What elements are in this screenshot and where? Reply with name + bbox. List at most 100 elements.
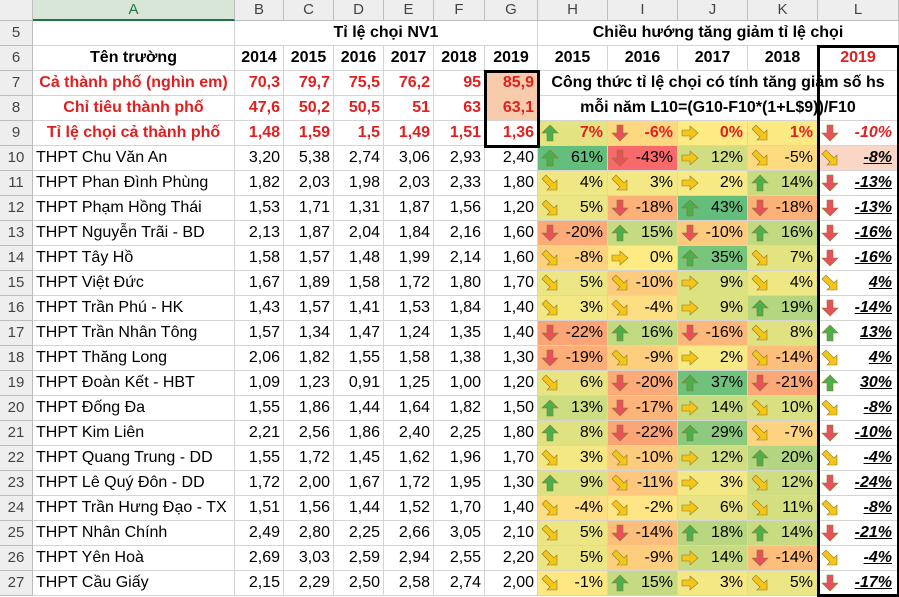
school-name-cell[interactable]: THPT Tây Hồ	[33, 246, 235, 271]
summary-label[interactable]: Chỉ tiêu thành phố	[33, 96, 235, 121]
ratio-value-cell[interactable]: 1,58	[384, 346, 434, 371]
trend-change-cell[interactable]: 12%	[748, 471, 818, 496]
ratio-value-cell[interactable]: 2,00	[485, 571, 538, 596]
school-name-cell[interactable]: THPT Đống Đa	[33, 396, 235, 421]
ratio-value-cell[interactable]: 1,00	[434, 371, 485, 396]
ratio-value-cell[interactable]: 1,84	[384, 221, 434, 246]
trend-change-cell[interactable]: -20%	[538, 221, 608, 246]
trend-2019-cell[interactable]: 13%	[818, 321, 899, 346]
summary-value[interactable]: 1,51	[434, 121, 485, 146]
trend-change-cell[interactable]: 20%	[748, 446, 818, 471]
trend-2019-cell[interactable]: -10%	[818, 421, 899, 446]
ratio-value-cell[interactable]: 1,57	[284, 246, 334, 271]
summary-value[interactable]: 63	[434, 96, 485, 121]
ratio-value-cell[interactable]: 1,99	[384, 246, 434, 271]
ratio-value-cell[interactable]: 2,03	[384, 171, 434, 196]
summary-value[interactable]: 1,48	[235, 121, 284, 146]
ratio-value-cell[interactable]: 2,13	[235, 221, 284, 246]
column-header-b[interactable]: B	[235, 0, 284, 21]
ratio-value-cell[interactable]: 1,56	[434, 196, 485, 221]
row-header-8[interactable]: 8	[0, 96, 33, 121]
trend-year-header-2019[interactable]: 2019	[818, 46, 899, 71]
trend-change-cell[interactable]: -4%	[538, 496, 608, 521]
row-header-11[interactable]: 11	[0, 171, 33, 196]
trend-change-cell[interactable]: 13%	[538, 396, 608, 421]
school-name-cell[interactable]: THPT Phạm Hồng Thái	[33, 196, 235, 221]
school-name-cell[interactable]: THPT Đoàn Kết - HBT	[33, 371, 235, 396]
trend-2019-cell[interactable]: -16%	[818, 221, 899, 246]
group-header-ratio[interactable]: Tỉ lệ chọi NV1	[235, 21, 538, 46]
ratio-value-cell[interactable]: 1,47	[334, 321, 384, 346]
summary-label[interactable]: Cả thành phố (nghìn em)	[33, 71, 235, 96]
row-header-23[interactable]: 23	[0, 471, 33, 496]
school-name-cell[interactable]: THPT Kim Liên	[33, 421, 235, 446]
school-name-cell[interactable]: THPT Yên Hoà	[33, 546, 235, 571]
year-header-2017[interactable]: 2017	[384, 46, 434, 71]
ratio-value-cell[interactable]: 1,60	[485, 246, 538, 271]
trend-change-cell[interactable]: -10%	[818, 121, 899, 146]
row-header-19[interactable]: 19	[0, 371, 33, 396]
ratio-value-cell[interactable]: 1,23	[284, 371, 334, 396]
ratio-value-cell[interactable]: 0,91	[334, 371, 384, 396]
ratio-value-cell[interactable]: 1,82	[434, 396, 485, 421]
ratio-value-cell[interactable]: 1,44	[334, 496, 384, 521]
school-name-cell[interactable]: THPT Cầu Giấy	[33, 571, 235, 596]
ratio-value-cell[interactable]: 1,70	[485, 446, 538, 471]
trend-change-cell[interactable]: 5%	[538, 271, 608, 296]
group-header-trend[interactable]: Chiều hướng tăng giảm tỉ lệ chọi	[538, 21, 899, 46]
column-header-e[interactable]: E	[384, 0, 434, 21]
year-header-2016[interactable]: 2016	[334, 46, 384, 71]
ratio-value-cell[interactable]: 1,86	[334, 421, 384, 446]
ratio-value-cell[interactable]: 2,40	[485, 146, 538, 171]
row-header-18[interactable]: 18	[0, 346, 33, 371]
trend-change-cell[interactable]: 1%	[748, 121, 818, 146]
column-header-h[interactable]: H	[538, 0, 608, 21]
ratio-value-cell[interactable]: 1,40	[485, 321, 538, 346]
ratio-value-cell[interactable]: 1,82	[284, 346, 334, 371]
trend-change-cell[interactable]: -17%	[608, 396, 678, 421]
row-header-14[interactable]: 14	[0, 246, 33, 271]
trend-change-cell[interactable]: 5%	[538, 521, 608, 546]
row-header-6[interactable]: 6	[0, 46, 33, 71]
trend-change-cell[interactable]: 2%	[678, 171, 748, 196]
ratio-value-cell[interactable]: 2,25	[334, 521, 384, 546]
trend-change-cell[interactable]: 6%	[678, 496, 748, 521]
school-name-cell[interactable]: THPT Nguyễn Trãi - BD	[33, 221, 235, 246]
row-header-9[interactable]: 9	[0, 121, 33, 146]
trend-change-cell[interactable]: -10%	[608, 271, 678, 296]
ratio-value-cell[interactable]: 1,58	[334, 271, 384, 296]
ratio-value-cell[interactable]: 2,94	[384, 546, 434, 571]
summary-value[interactable]: 50,5	[334, 96, 384, 121]
ratio-value-cell[interactable]: 1,53	[384, 296, 434, 321]
trend-change-cell[interactable]: 19%	[748, 296, 818, 321]
trend-change-cell[interactable]: 10%	[748, 396, 818, 421]
ratio-value-cell[interactable]: 1,67	[235, 271, 284, 296]
ratio-value-cell[interactable]: 2,93	[434, 146, 485, 171]
column-header-a[interactable]: A	[33, 0, 235, 21]
school-name-cell[interactable]: THPT Trần Phú - HK	[33, 296, 235, 321]
ratio-value-cell[interactable]: 1,84	[434, 296, 485, 321]
column-header-k[interactable]: K	[748, 0, 818, 21]
summary-value[interactable]: 85,9	[485, 71, 538, 96]
ratio-value-cell[interactable]: 1,55	[235, 446, 284, 471]
row-header-25[interactable]: 25	[0, 521, 33, 546]
year-header-2015[interactable]: 2015	[284, 46, 334, 71]
trend-change-cell[interactable]: -43%	[608, 146, 678, 171]
ratio-value-cell[interactable]: 1,72	[284, 446, 334, 471]
ratio-value-cell[interactable]: 1,20	[485, 371, 538, 396]
trend-2019-cell[interactable]: -4%	[818, 546, 899, 571]
column-header-f[interactable]: F	[434, 0, 485, 21]
trend-change-cell[interactable]: -22%	[608, 421, 678, 446]
summary-value[interactable]: 63,1	[485, 96, 538, 121]
trend-change-cell[interactable]: 5%	[748, 571, 818, 596]
summary-value[interactable]: 50,2	[284, 96, 334, 121]
trend-change-cell[interactable]: -14%	[748, 346, 818, 371]
ratio-value-cell[interactable]: 1,80	[485, 171, 538, 196]
trend-change-cell[interactable]: -14%	[748, 546, 818, 571]
trend-change-cell[interactable]: 12%	[678, 146, 748, 171]
trend-change-cell[interactable]: 3%	[678, 471, 748, 496]
trend-change-cell[interactable]: 61%	[538, 146, 608, 171]
row-header-15[interactable]: 15	[0, 271, 33, 296]
school-name-cell[interactable]: THPT Việt Đức	[33, 271, 235, 296]
row-header-20[interactable]: 20	[0, 396, 33, 421]
